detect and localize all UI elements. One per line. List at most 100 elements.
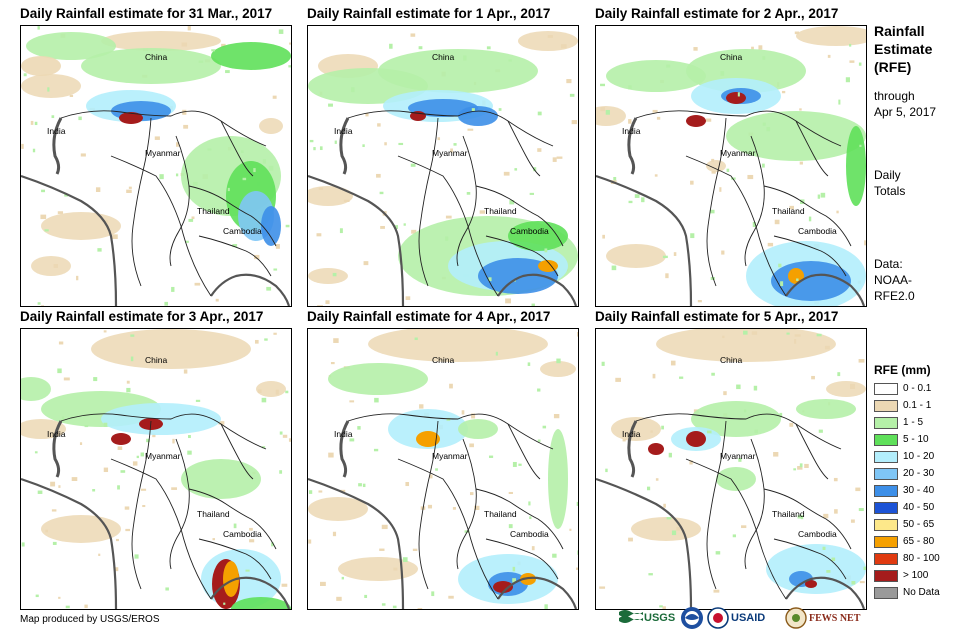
rain-speck (671, 530, 677, 536)
coastline (339, 420, 350, 478)
rain-speck (211, 49, 216, 52)
rain-speck (319, 146, 323, 151)
rain-speck (615, 377, 621, 382)
legend-swatch (874, 485, 898, 497)
rain-cell (648, 443, 664, 455)
rain-speck (774, 219, 780, 225)
rain-speck (552, 553, 557, 558)
rain-speck (602, 234, 605, 239)
rain-speck (605, 109, 610, 115)
rain-speck (855, 487, 861, 492)
rain-speck (648, 573, 653, 576)
rain-speck (112, 234, 118, 239)
rain-speck (69, 94, 74, 97)
country-border (418, 117, 439, 287)
rain-speck (488, 455, 494, 458)
rain-cell (261, 206, 281, 246)
rain-patch-light (256, 381, 286, 397)
rain-speck (142, 505, 146, 508)
rain-speck (463, 55, 467, 61)
rain-speck (262, 159, 267, 164)
rain-speck (215, 298, 219, 302)
legend-swatch (874, 383, 898, 395)
rain-speck (320, 581, 326, 587)
rain-speck (183, 369, 188, 374)
map-label-thailand: Thailand (197, 206, 230, 216)
legend-swatch (874, 570, 898, 582)
rain-speck (227, 187, 230, 192)
rain-speck (357, 426, 361, 430)
rain-speck (710, 277, 715, 280)
rain-speck (654, 174, 658, 177)
rain-speck (417, 608, 423, 609)
rain-speck (377, 123, 381, 127)
rain-speck (794, 339, 797, 344)
map-panel-1: Daily Rainfall estimate for 31 Mar., 201… (20, 4, 292, 308)
rain-speck (76, 275, 79, 281)
rain-speck (752, 222, 756, 227)
rain-speck (822, 546, 826, 550)
map-canvas: China India Myanmar Thailand Cambodia (596, 26, 866, 306)
rain-speck (187, 450, 192, 455)
coastline (339, 117, 350, 175)
rain-patch-light (631, 517, 701, 541)
rain-speck (851, 581, 856, 585)
rain-speck (467, 128, 474, 131)
rain-speck (232, 244, 238, 248)
map-label-china: China (720, 355, 742, 365)
rain-speck (279, 470, 283, 474)
rain-speck (164, 301, 169, 306)
country-border (169, 438, 190, 570)
rain-cell (21, 56, 61, 76)
through-date: Apr 5, 2017 (874, 105, 937, 119)
rainfall-map: China India Myanmar Thailand Cambodia (595, 25, 867, 307)
rain-speck (105, 220, 108, 225)
rain-speck (282, 434, 288, 438)
rain-cell (606, 60, 706, 92)
rain-speck (527, 362, 531, 366)
sidebar-title-line: (RFE) (874, 59, 912, 75)
rain-cell (458, 106, 498, 126)
map-label-india: India (47, 126, 66, 136)
rain-speck (833, 477, 838, 482)
rain-speck (575, 567, 578, 570)
legend-label: 10 - 20 (903, 451, 935, 462)
country-border (763, 488, 852, 550)
coastline (21, 477, 291, 609)
rain-speck (411, 229, 417, 234)
rain-speck (486, 46, 491, 50)
rain-patch-light (308, 186, 353, 206)
rain-patch-light (611, 417, 661, 441)
rain-speck (566, 79, 572, 84)
rain-speck (275, 244, 280, 249)
rain-speck (120, 470, 126, 473)
rain-cell (771, 261, 851, 301)
country-border (706, 420, 727, 590)
country-border (475, 185, 564, 247)
rain-speck (95, 187, 101, 192)
rain-speck (528, 501, 531, 506)
rain-speck (429, 474, 433, 479)
data-source-line: NOAA- (874, 273, 913, 287)
country-border (475, 488, 564, 550)
sidebar-data-source: Data: NOAA- RFE2.0 (874, 256, 964, 304)
rain-speck (827, 54, 831, 58)
rain-cell (181, 459, 261, 499)
country-border (188, 488, 277, 550)
rain-speck (668, 452, 672, 458)
rain-speck (172, 438, 175, 444)
rain-speck (758, 45, 763, 50)
rain-speck (328, 103, 333, 107)
legend-swatch (874, 536, 898, 548)
rain-speck (188, 218, 194, 222)
map-label-china: China (432, 52, 454, 62)
legend-title: RFE (mm) (874, 363, 931, 377)
rain-cell (726, 92, 746, 104)
coastline (596, 477, 866, 609)
rain-speck (249, 539, 255, 543)
rain-cell (508, 221, 568, 251)
rain-speck (195, 399, 201, 402)
rain-speck (124, 506, 130, 510)
rain-cell (81, 48, 221, 84)
map-label-thailand: Thailand (772, 509, 805, 519)
